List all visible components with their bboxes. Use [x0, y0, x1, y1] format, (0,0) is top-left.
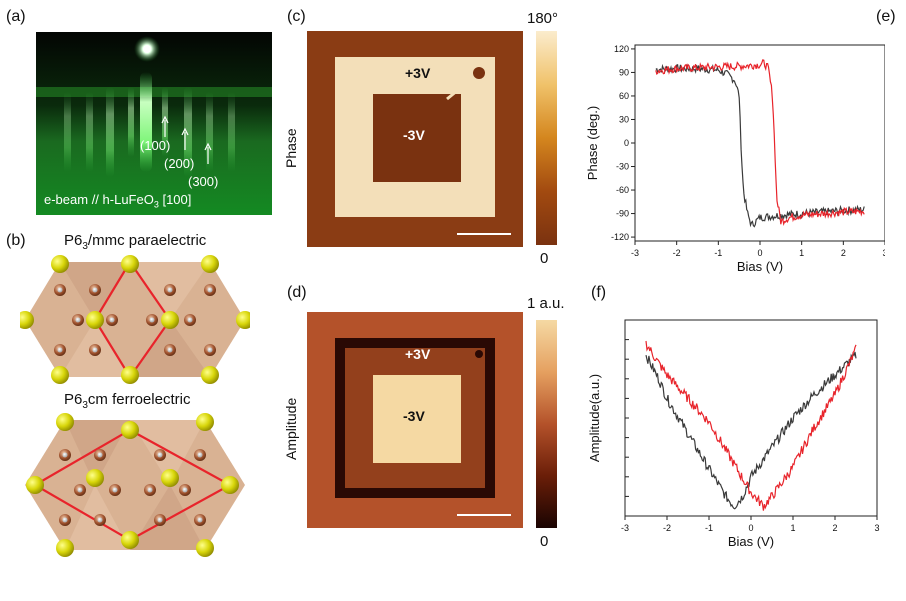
spot-label-200: (200) — [164, 156, 195, 171]
phase-colorbar-max: 180° — [527, 10, 559, 27]
y-tick-label: 0 — [624, 138, 629, 148]
spot-label-300: (300) — [188, 174, 219, 189]
amplitude-ylabel: Amplitude — [283, 397, 299, 460]
red-series-line — [645, 340, 857, 511]
amp-minus-3v-label: -3V — [403, 408, 425, 424]
y-tick-label: 60 — [619, 91, 629, 101]
panel-label-d: (d) — [287, 284, 307, 301]
y-tick-label: 30 — [619, 114, 629, 124]
amplitude-map: +3V -3V — [307, 312, 523, 528]
amplitude-colorbar-max: 1 a.u. — [527, 295, 565, 312]
x-tick-label: -3 — [631, 248, 639, 258]
red-series-line — [655, 59, 865, 227]
amplitude-butterfly-chart: -3 -2 -1 0 1 2 3 Bias (V) Amplitude(a.u.) — [587, 319, 880, 549]
x-tick-label: 1 — [799, 248, 804, 258]
y-tick-label: -90 — [616, 209, 629, 219]
phase-map: +3V -3V — [307, 31, 523, 247]
panel-label-a: (a) — [6, 8, 26, 25]
x-tick-label: 3 — [882, 248, 885, 258]
x-axis-label: Bias (V) — [728, 534, 774, 549]
x-tick-label: -3 — [621, 523, 629, 533]
x-tick-label: 2 — [841, 248, 846, 258]
paraelectric-title: P63/mmc paraelectric — [64, 232, 207, 252]
x-tick-label: -2 — [673, 248, 681, 258]
plot-frame — [624, 319, 878, 517]
x-tick-label: -1 — [705, 523, 713, 533]
y-tick-label: -60 — [616, 185, 629, 195]
black-series-line — [655, 63, 865, 228]
x-tick-label: 2 — [832, 523, 837, 533]
panel-label-e: (e) — [876, 8, 896, 25]
y-axis-label: Phase (deg.) — [585, 106, 600, 180]
x-tick-label: -2 — [663, 523, 671, 533]
panel-label-f: (f) — [591, 284, 607, 301]
amplitude-colorbar — [536, 320, 557, 528]
x-tick-label: 3 — [874, 523, 879, 533]
amplitude-colorbar-min: 0 — [540, 533, 549, 550]
phase-colorbar — [536, 31, 557, 245]
x-tick-label: 0 — [748, 523, 753, 533]
panel-label-b: (b) — [6, 232, 26, 249]
plus-3v-label: +3V — [405, 65, 431, 81]
minus-3v-label: -3V — [403, 127, 425, 143]
x-tick-label: 1 — [790, 523, 795, 533]
black-series-line — [645, 351, 857, 510]
rheed-caption: e-beam // h-LuFeO3 [100] — [44, 192, 192, 210]
paraelectric-structure — [16, 252, 254, 387]
rheed-image: (100) (200) (300) e-beam // h-LuFeO3 [10… — [36, 32, 272, 215]
y-tick-label: 120 — [614, 44, 629, 54]
y-tick-label: -30 — [616, 162, 629, 172]
x-tick-label: -1 — [714, 248, 722, 258]
x-tick-label: 0 — [757, 248, 762, 258]
y-axis-label: Amplitude(a.u.) — [587, 374, 602, 462]
ferroelectric-structure — [20, 410, 250, 565]
x-axis-label: Bias (V) — [737, 259, 783, 274]
phase-hysteresis-chart: -3 -2 -1 0 1 2 3 120 90 60 30 0 -30 -60 -90 -120 Bias (V… — [585, 44, 885, 274]
y-tick-label: 90 — [619, 67, 629, 77]
ferroelectric-title: P63cm ferroelectric — [64, 391, 191, 411]
phase-ylabel: Phase — [283, 128, 299, 168]
amp-plus-3v-label: +3V — [405, 346, 431, 362]
phase-colorbar-min: 0 — [540, 250, 549, 267]
y-tick-label: -120 — [611, 232, 629, 242]
spot-label-100: (100) — [140, 138, 171, 153]
panel-label-c: (c) — [287, 8, 306, 25]
